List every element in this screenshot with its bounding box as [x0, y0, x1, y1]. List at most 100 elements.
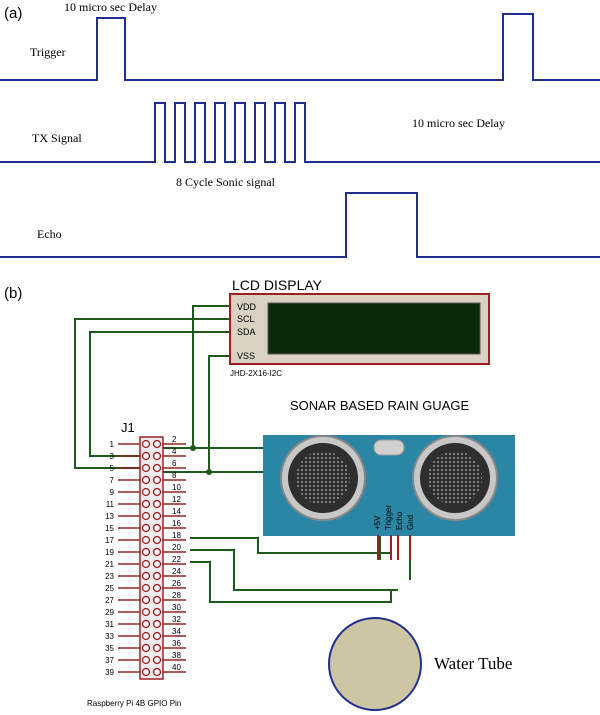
gpio-pin-row: 9 10: [110, 483, 186, 497]
gpio-pin-row: 37 38: [105, 651, 186, 665]
sensor-crystal: [373, 439, 405, 456]
wire-scl: [74, 318, 232, 469]
gpio-pin-label: 17: [105, 536, 114, 545]
lcd-pin-vss: VSS: [237, 351, 255, 361]
gpio-pin-label: 15: [105, 524, 114, 533]
sonic-signal-label: 8 Cycle Sonic signal: [176, 175, 276, 189]
tube-circle: [328, 617, 422, 711]
gpio-pin-label: 29: [105, 608, 114, 617]
gpio-pin-row: 11 12: [106, 495, 186, 509]
gpio-pin-label: 16: [172, 519, 181, 528]
tx-label: TX Signal: [32, 131, 82, 145]
gpio-pin-label: 11: [106, 500, 115, 509]
sensor-transducer-right: [412, 435, 498, 521]
sensor-transducer-left: [280, 435, 366, 521]
gpio-pin-rows: 1234567891011121314151617181920212223242…: [105, 435, 186, 677]
gpio-header: J1 1234567891011121314151617181920212223…: [87, 420, 186, 708]
gpio-pin-label: 24: [172, 567, 181, 576]
gpio-pin-label: 10: [172, 483, 181, 492]
wire-echo: [190, 549, 398, 591]
lcd-display: LCD DISPLAY VDD SCL SDA VSS JHD-2X16-I2C: [229, 277, 490, 378]
sensor-pin-echo: Echo: [395, 511, 404, 530]
wire-vss: [208, 355, 232, 472]
timing-diagram: (a) 10 micro sec Delay Trigger TX Signal…: [0, 0, 600, 258]
ultrasonic-sensor: SONAR BASED RAIN GUAGE +5V Trigger Echo …: [263, 398, 515, 560]
sensor-pin-gnd: Gnd: [406, 515, 415, 530]
gpio-pin-label: 2: [172, 435, 177, 444]
gpio-pin-row: 25 26: [105, 579, 186, 593]
gpio-pin-row: 21 22: [105, 555, 186, 569]
gpio-pin-row: 13 14: [105, 507, 186, 521]
gpio-pin-label: 35: [105, 644, 114, 653]
panel-b-label: (b): [4, 285, 22, 302]
gpio-pin-label: 22: [172, 555, 181, 564]
sensor-pin-leads: [377, 535, 411, 560]
trigger-waveform: [0, 13, 600, 81]
gpio-pin-label: 3: [110, 452, 115, 461]
gpio-pin-row: 34: [110, 447, 186, 461]
gpio-pin-label: 36: [172, 639, 181, 648]
gpio-pin-label: 39: [105, 668, 114, 677]
gpio-pin-label: 34: [172, 627, 181, 636]
gpio-pin-label: 8: [172, 471, 177, 480]
gpio-pin-row: 23 24: [105, 567, 186, 581]
trigger-label: Trigger: [30, 45, 66, 59]
gpio-pin-label: 20: [172, 543, 181, 552]
gpio-pin-label: 4: [172, 447, 177, 456]
gpio-pin-label: 26: [172, 579, 181, 588]
gpio-pin-label: 12: [172, 495, 181, 504]
junction-dot: [190, 445, 196, 451]
tx-waveform: [0, 102, 600, 163]
gpio-pin-label: 32: [172, 615, 181, 624]
gpio-pin-label: 7: [110, 476, 115, 485]
gpio-pin-row: 27 28: [105, 591, 186, 605]
water-tube: Water Tube: [328, 617, 512, 711]
panel-a-label: (a): [4, 5, 22, 22]
gpio-pin-label: 21: [105, 560, 114, 569]
sensor-pin-trigger: Trigger: [384, 505, 393, 530]
wire-vdd: [192, 305, 232, 448]
gpio-pin-row: 33 34: [105, 627, 186, 641]
gpio-pin-label: 30: [172, 603, 181, 612]
lcd-pin-sda: SDA: [237, 327, 256, 337]
lcd-pin-vdd: VDD: [237, 302, 257, 312]
wire-sda: [89, 331, 232, 457]
gpio-pin-label: 31: [105, 620, 114, 629]
lcd-screen: [267, 302, 481, 355]
trigger-delay-label: 10 micro sec Delay: [64, 0, 157, 14]
lcd-pin-scl: SCL: [237, 314, 255, 324]
gpio-pin-label: 40: [172, 663, 181, 672]
gpio-pin-row: 29 30: [105, 603, 186, 617]
lcd-part-label: JHD-2X16-I2C: [230, 369, 282, 378]
gpio-pin-row: 35 36: [105, 639, 186, 653]
gpio-pin-label: 38: [172, 651, 181, 660]
header-body: [139, 436, 164, 680]
lcd-title: LCD DISPLAY: [232, 277, 323, 293]
header-name: J1: [121, 420, 135, 435]
tx-delay-label: 10 micro sec Delay: [412, 116, 505, 130]
gpio-pin-label: 19: [105, 548, 114, 557]
gpio-pin-label: 9: [110, 488, 115, 497]
echo-label: Echo: [37, 227, 62, 241]
gpio-pin-row: 39 40: [105, 663, 186, 677]
gpio-pin-label: 27: [105, 596, 114, 605]
echo-waveform: [0, 192, 600, 258]
gpio-pin-label: 5: [110, 464, 115, 473]
gpio-pin-label: 1: [110, 440, 115, 449]
gpio-pin-label: 18: [172, 531, 181, 540]
gpio-pin-row: 56: [110, 459, 186, 473]
gpio-pin-row: 31 32: [105, 615, 186, 629]
wire-echo-return: [190, 561, 392, 603]
sensor-pin-5v: +5V: [373, 515, 382, 530]
gpio-pin-label: 25: [105, 584, 114, 593]
gpio-pin-label: 14: [172, 507, 181, 516]
gpio-pin-label: 37: [105, 656, 114, 665]
gpio-pin-label: 13: [105, 512, 114, 521]
gpio-pin-row: 12: [110, 435, 186, 449]
gpio-pin-row: 78: [110, 471, 186, 485]
sensor-title: SONAR BASED RAIN GUAGE: [290, 398, 469, 413]
circuit-diagram: (b) LCD DISPLAY VDD SCL SDA VSS JHD-2X16…: [4, 277, 515, 711]
